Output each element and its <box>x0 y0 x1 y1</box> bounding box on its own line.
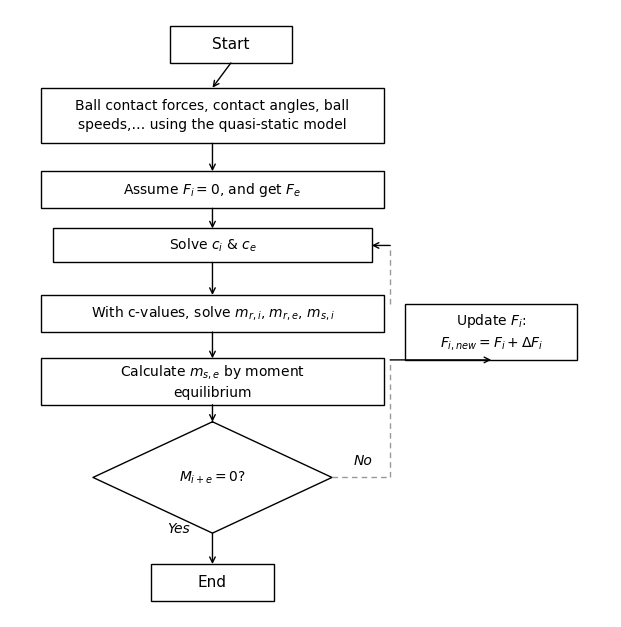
Bar <box>406 304 577 360</box>
Text: Assume $F_i = 0$, and get $F_e$: Assume $F_i = 0$, and get $F_e$ <box>124 181 302 199</box>
Text: No: No <box>353 454 372 468</box>
Text: Solve $c_i$ & $c_e$: Solve $c_i$ & $c_e$ <box>168 237 256 254</box>
Text: Start: Start <box>212 37 250 52</box>
Bar <box>41 171 384 208</box>
Text: With c-values, solve $m_{r,i}$, $m_{r,e}$, $m_{s,i}$: With c-values, solve $m_{r,i}$, $m_{r,e}… <box>91 305 334 322</box>
Bar <box>41 295 384 332</box>
Text: End: End <box>198 575 227 590</box>
Text: $M_{i+e} = 0$?: $M_{i+e} = 0$? <box>179 469 246 486</box>
Polygon shape <box>93 422 332 533</box>
Text: Ball contact forces, contact angles, ball
speeds,… using the quasi-static model: Ball contact forces, contact angles, bal… <box>75 99 350 132</box>
Bar <box>151 564 274 601</box>
Bar <box>170 26 292 63</box>
Text: Update $F_i$:
$F_{i,new} = F_i + \Delta F_i$: Update $F_i$: $F_{i,new} = F_i + \Delta … <box>440 312 543 352</box>
Text: Calculate $m_{s,e}$ by moment
equilibrium: Calculate $m_{s,e}$ by moment equilibriu… <box>120 363 305 400</box>
Bar <box>41 359 384 405</box>
Bar <box>53 228 372 263</box>
Bar <box>41 88 384 144</box>
Text: Yes: Yes <box>168 522 190 536</box>
